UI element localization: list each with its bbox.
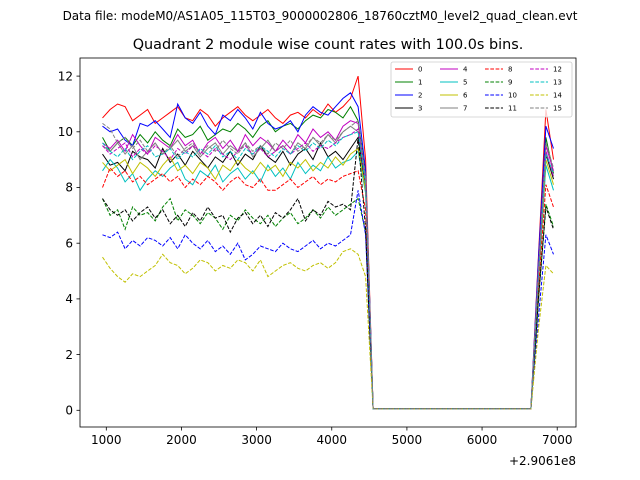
- legend-label-9: 9: [508, 79, 512, 87]
- x-tick-label: 4000: [316, 433, 347, 447]
- x-tick-label: 5000: [392, 433, 423, 447]
- y-tick-label: 8: [65, 181, 73, 195]
- legend-label-3: 3: [418, 105, 422, 113]
- chart-title: Quadrant 2 module wise count rates with …: [133, 37, 524, 53]
- legend-label-13: 13: [553, 79, 562, 87]
- suptitle: Data file: modeM0/AS1A05_115T03_90000028…: [63, 9, 578, 23]
- series-line-8: [102, 167, 554, 410]
- legend-label-2: 2: [418, 92, 422, 100]
- x-offset-label: +2.9061e8: [509, 454, 576, 468]
- legend-frame: [390, 61, 573, 118]
- legend-label-7: 7: [463, 105, 467, 113]
- series-line-15: [102, 119, 554, 410]
- legend-label-15: 15: [553, 105, 562, 113]
- x-tick-label: 7000: [542, 433, 573, 447]
- legend-label-4: 4: [463, 66, 468, 74]
- x-tick-label: 1000: [91, 433, 122, 447]
- y-tick-label: 4: [65, 292, 73, 306]
- axes-background: [80, 58, 576, 427]
- legend-label-1: 1: [418, 79, 422, 87]
- y-tick-label: 6: [65, 236, 73, 250]
- y-tick-label: 10: [58, 125, 73, 139]
- y-tick-label: 2: [65, 348, 73, 362]
- legend-label-10: 10: [508, 92, 517, 100]
- y-tick-label: 0: [65, 403, 73, 417]
- legend-label-5: 5: [463, 79, 467, 87]
- axes-frame: [79, 57, 577, 428]
- legend-label-12: 12: [553, 66, 562, 74]
- x-tick-label: 6000: [467, 433, 498, 447]
- x-tick-label: 3000: [241, 433, 272, 447]
- legend-label-14: 14: [553, 92, 562, 100]
- x-tick-label: 2000: [166, 433, 197, 447]
- legend-label-0: 0: [418, 66, 422, 74]
- y-tick-label: 12: [58, 69, 73, 83]
- series-line-14: [102, 248, 554, 410]
- series-layer: [102, 75, 554, 410]
- legend-label-8: 8: [508, 66, 512, 74]
- legend-label-11: 11: [508, 105, 517, 113]
- legend-label-6: 6: [463, 92, 468, 100]
